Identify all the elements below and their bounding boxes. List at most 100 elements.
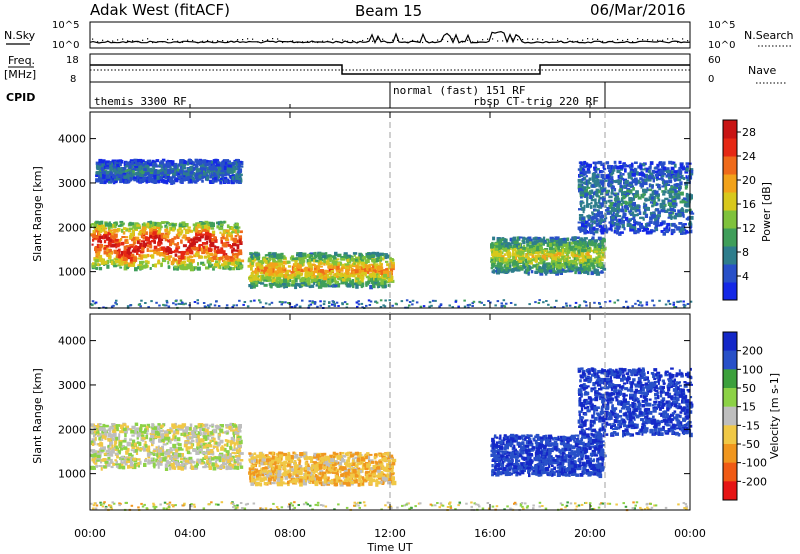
power-cell — [365, 275, 370, 279]
power-cell — [164, 232, 168, 235]
power-cell — [577, 271, 582, 275]
power-cell — [162, 164, 167, 169]
power-cell — [651, 199, 655, 202]
power-cell — [547, 239, 550, 243]
power-cell — [98, 267, 102, 270]
power-cell — [284, 269, 287, 272]
power-cell — [582, 166, 587, 169]
power-cell — [225, 241, 230, 244]
noise-search-dot — [272, 38, 274, 40]
power-cell — [689, 210, 693, 214]
power-cell — [575, 268, 578, 271]
power-cell — [554, 236, 558, 241]
power-cell — [325, 254, 329, 258]
power-cell — [203, 248, 206, 254]
power-cell — [509, 260, 514, 264]
power-cell — [267, 263, 271, 268]
power-cell — [106, 264, 110, 269]
power-cell — [314, 275, 319, 279]
power-cell — [516, 267, 521, 272]
power-cell — [509, 264, 512, 268]
power-cell — [280, 252, 284, 256]
power-cell — [138, 265, 144, 270]
power-cell — [588, 177, 592, 181]
power-cell — [182, 234, 187, 239]
power-cell — [120, 241, 125, 246]
power-cell — [162, 249, 166, 254]
power-cell — [586, 258, 590, 263]
power-cell — [344, 263, 350, 266]
power-cell — [558, 242, 563, 246]
power-cell — [96, 248, 99, 252]
power-cell — [259, 265, 264, 270]
power-cell — [259, 271, 264, 274]
power-cell — [634, 170, 637, 175]
power-cell — [673, 215, 677, 220]
power-cell — [349, 264, 353, 268]
power-cell — [685, 162, 690, 165]
power-cell — [177, 172, 181, 176]
power-cell — [232, 170, 236, 173]
noise-search-dot — [192, 39, 194, 42]
freq-right-tick-bottom: 0 — [708, 74, 714, 85]
power-cell — [598, 255, 601, 258]
power-cell — [180, 229, 184, 234]
power-cell — [608, 221, 612, 224]
power-cell — [119, 223, 123, 227]
power-cell — [252, 253, 256, 256]
power-cell — [581, 201, 585, 204]
noise-search-dot — [542, 39, 544, 41]
power-cell — [321, 255, 327, 258]
power-cell — [250, 266, 253, 271]
power-cell — [268, 251, 272, 256]
power-cell — [119, 161, 122, 167]
power-cell — [217, 162, 221, 165]
power-cell — [494, 247, 499, 251]
power-cell — [320, 280, 326, 285]
power-cell — [297, 267, 300, 271]
power-cell — [587, 180, 590, 184]
power-cell — [685, 165, 689, 169]
power-cell — [569, 246, 574, 251]
power-cell — [654, 190, 659, 195]
power-cell — [124, 253, 129, 257]
power-cell — [157, 229, 161, 233]
power-cell — [102, 175, 106, 179]
power-cell — [389, 262, 393, 266]
power-cell — [141, 226, 146, 230]
power-cell — [277, 276, 282, 281]
power-cell — [225, 257, 229, 260]
noise-search-dot — [422, 41, 424, 44]
power-cell — [536, 247, 540, 252]
power-cell — [212, 222, 215, 227]
power-cell — [193, 227, 197, 232]
power-cell — [167, 162, 171, 166]
power-cell — [545, 271, 548, 276]
power-cell — [234, 259, 238, 262]
noise-search-dot — [197, 41, 199, 44]
power-cell — [139, 249, 144, 254]
power-cell — [643, 203, 648, 208]
power-cell — [136, 225, 141, 230]
power-cell — [202, 171, 207, 176]
power-cell — [168, 250, 173, 255]
power-cell — [268, 282, 272, 286]
power-cell — [169, 165, 172, 170]
power-cell — [589, 205, 593, 209]
power-cell — [142, 240, 145, 244]
power-cell — [129, 176, 133, 182]
power-cell — [514, 263, 519, 267]
noise-search-dot — [402, 38, 404, 40]
power-cell — [225, 255, 229, 260]
power-cell — [100, 224, 105, 229]
power-cell — [105, 170, 108, 174]
power-cell — [526, 256, 530, 260]
power-cell — [214, 249, 218, 255]
power-cell — [592, 216, 597, 219]
noise-search-dot — [657, 39, 659, 41]
power-cell — [168, 248, 172, 251]
power-cell — [144, 264, 148, 269]
power-cell — [169, 179, 173, 183]
power-cell — [103, 180, 107, 185]
power-cell — [106, 245, 110, 248]
